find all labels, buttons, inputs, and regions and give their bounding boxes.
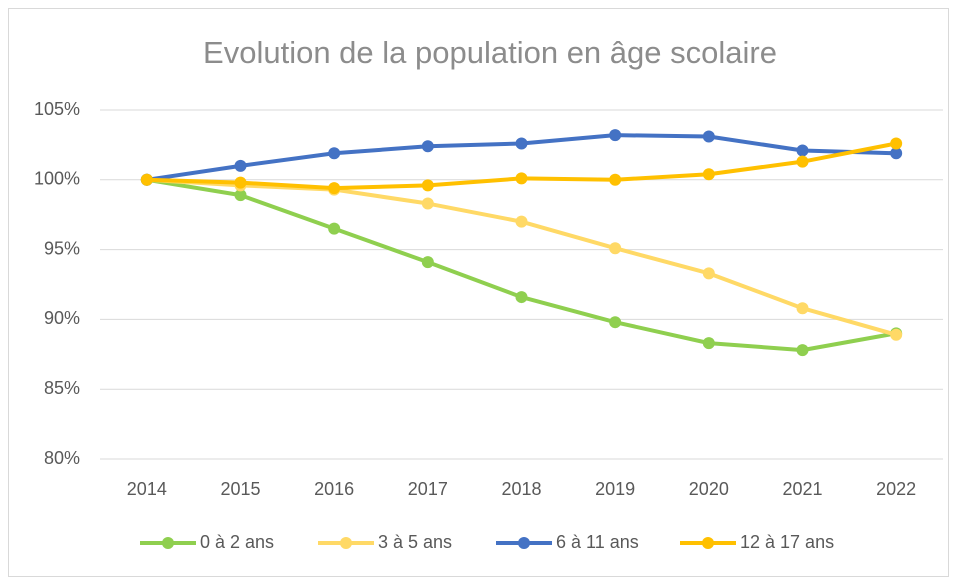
x-tick-label: 2020 [689,479,729,499]
data-point [609,316,622,329]
data-point [421,140,434,153]
x-tick-label: 2016 [314,479,354,499]
data-point [328,182,341,195]
legend-label: 12 à 17 ans [740,532,834,552]
data-point [234,159,247,172]
data-point [702,337,715,350]
x-tick-label: 2017 [408,479,448,499]
data-point [515,137,528,150]
legend-label: 6 à 11 ans [556,532,639,552]
data-point [796,155,809,168]
legend-marker [340,537,352,549]
data-point [702,130,715,143]
data-point [234,176,247,189]
legend-label: 3 à 5 ans [378,532,452,552]
x-tick-label: 2014 [127,479,167,499]
legend-marker [702,537,714,549]
data-point [515,215,528,228]
chart-title: Evolution de la population en âge scolai… [203,35,777,70]
data-point [890,137,903,150]
x-tick-label: 2018 [501,479,541,499]
x-tick-label: 2021 [782,479,822,499]
legend-marker [518,537,530,549]
data-point [515,291,528,304]
data-point [328,222,341,235]
data-point [421,256,434,269]
data-point [140,173,153,186]
data-point [609,173,622,186]
y-tick-label: 100% [34,169,80,189]
data-point [609,129,622,142]
y-tick-label: 90% [44,308,80,328]
data-point [234,189,247,202]
legend-label: 0 à 2 ans [200,532,274,552]
data-point [702,267,715,280]
y-tick-label: 80% [44,448,80,468]
data-point [609,242,622,255]
y-tick-label: 95% [44,238,80,258]
chart-frame [8,8,949,577]
data-point [890,328,903,341]
data-point [796,302,809,315]
data-point [515,172,528,185]
data-point [796,344,809,357]
data-point [890,147,903,160]
data-point [702,168,715,181]
data-point [421,197,434,210]
y-tick-label: 85% [44,378,80,398]
x-tick-label: 2015 [220,479,260,499]
data-point [421,179,434,192]
data-point [328,147,341,160]
data-point [796,144,809,157]
legend-marker [162,537,174,549]
x-tick-label: 2022 [876,479,916,499]
x-tick-label: 2019 [595,479,635,499]
y-tick-label: 105% [34,99,80,119]
